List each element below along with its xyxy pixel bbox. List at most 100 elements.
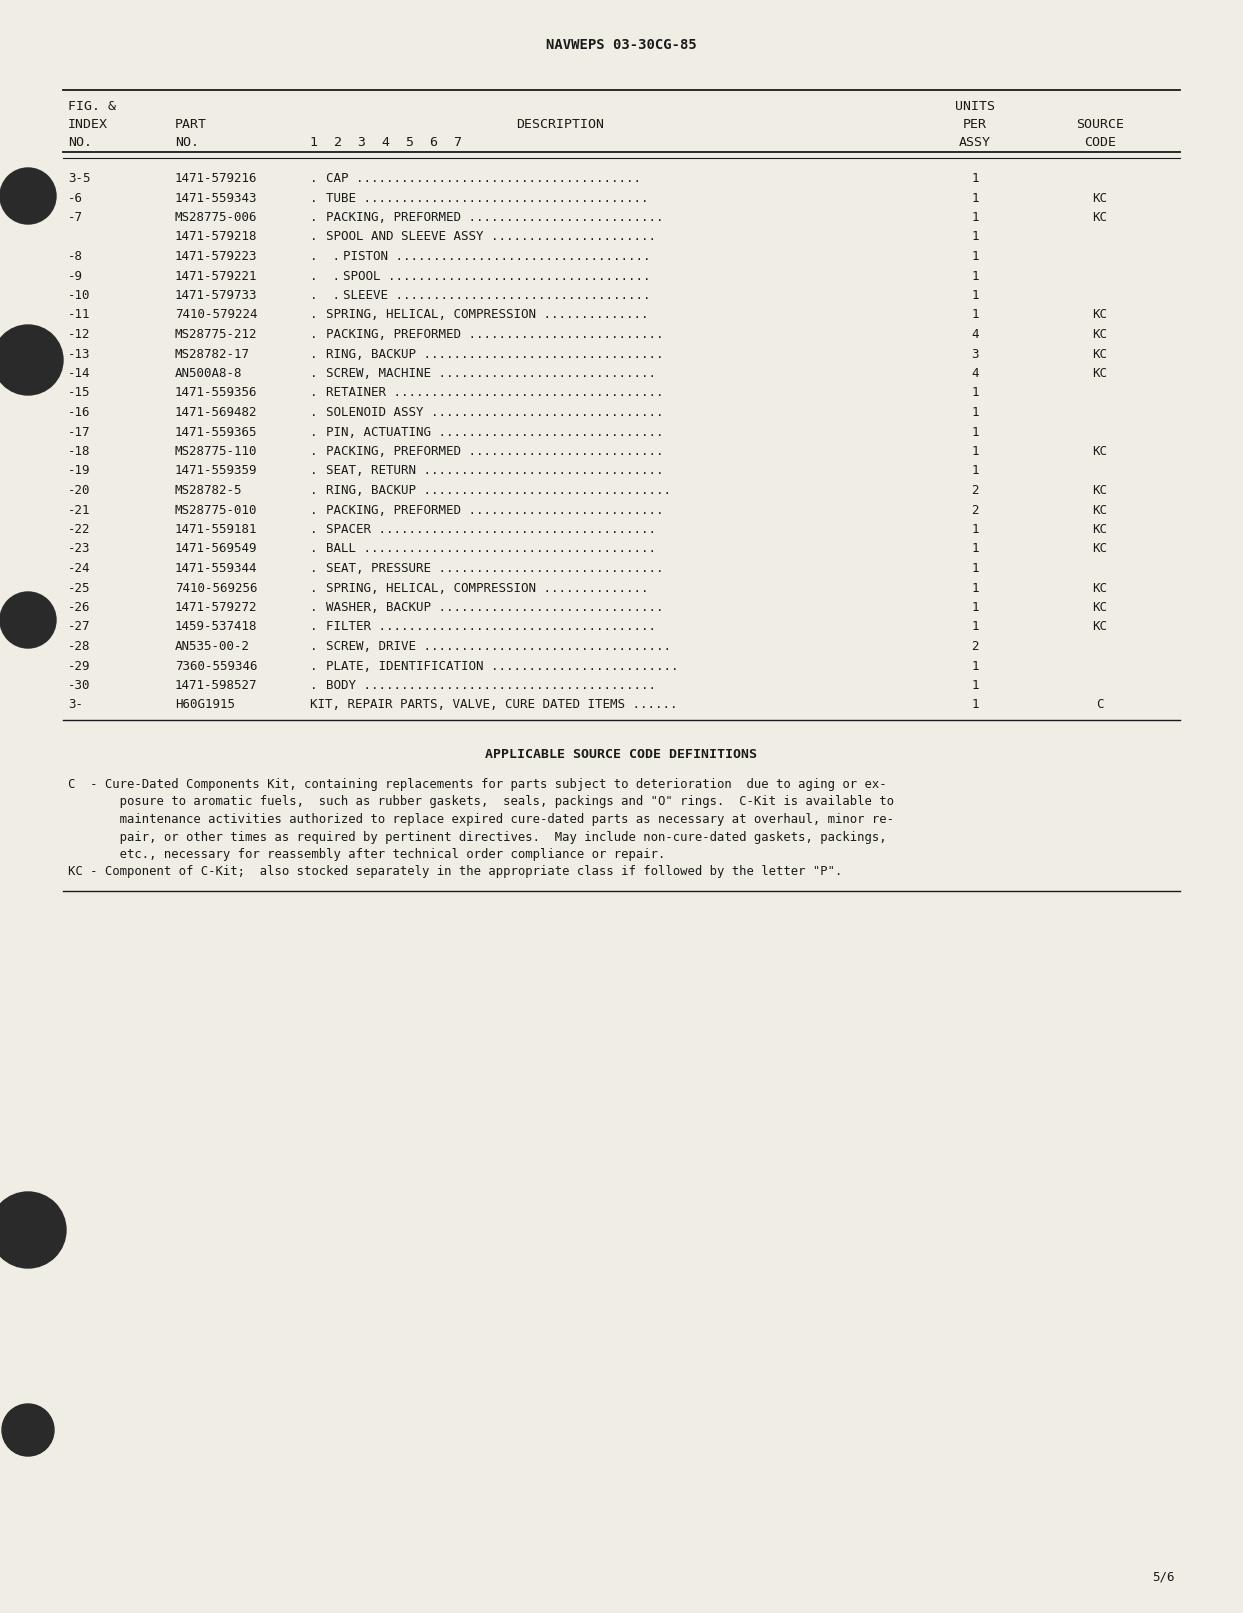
Text: KC: KC (1093, 211, 1108, 224)
Text: 7360-559346: 7360-559346 (175, 660, 257, 673)
Text: -29: -29 (68, 660, 91, 673)
Text: SCREW, MACHINE .............................: SCREW, MACHINE .........................… (326, 368, 656, 381)
Text: UNITS: UNITS (955, 100, 994, 113)
Text: -26: -26 (68, 602, 91, 615)
Text: BALL .......................................: BALL ...................................… (326, 542, 656, 555)
Text: 1471-579223: 1471-579223 (175, 250, 257, 263)
Text: MS28782-17: MS28782-17 (175, 347, 250, 360)
Text: -21: -21 (68, 503, 91, 516)
Text: MS28782-5: MS28782-5 (175, 484, 242, 497)
Text: SPACER .....................................: SPACER .................................… (326, 523, 656, 536)
Text: RING, BACKUP ................................: RING, BACKUP ...........................… (326, 347, 664, 360)
Text: 1: 1 (971, 679, 978, 692)
Text: 1471-569549: 1471-569549 (175, 542, 257, 555)
Text: 2: 2 (971, 503, 978, 516)
Text: maintenance activities authorized to replace expired cure-dated parts as necessa: maintenance activities authorized to rep… (68, 813, 894, 826)
Text: KC: KC (1093, 621, 1108, 634)
Text: 1471-579216: 1471-579216 (175, 173, 257, 185)
Text: PACKING, PREFORMED ..........................: PACKING, PREFORMED .....................… (326, 327, 664, 340)
Text: 1: 1 (971, 523, 978, 536)
Text: SOURCE: SOURCE (1076, 118, 1124, 131)
Text: 1471-559181: 1471-559181 (175, 523, 257, 536)
Text: 3: 3 (971, 347, 978, 360)
Text: KC - Component of C-Kit;  also stocked separately in the appropriate class if fo: KC - Component of C-Kit; also stocked se… (68, 866, 843, 879)
Text: .: . (310, 660, 332, 673)
Text: 1471-559343: 1471-559343 (175, 192, 257, 205)
Text: SPRING, HELICAL, COMPRESSION ..............: SPRING, HELICAL, COMPRESSION ...........… (326, 582, 649, 595)
Text: KC: KC (1093, 192, 1108, 205)
Text: 1: 1 (971, 426, 978, 439)
Text: KC: KC (1093, 368, 1108, 381)
Text: MS28775-110: MS28775-110 (175, 445, 257, 458)
Text: -16: -16 (68, 406, 91, 419)
Text: PACKING, PREFORMED ..........................: PACKING, PREFORMED .....................… (326, 445, 664, 458)
Text: .: . (310, 327, 332, 340)
Text: .: . (310, 484, 332, 497)
Text: 1  2  3  4  5  6  7: 1 2 3 4 5 6 7 (310, 135, 462, 148)
Text: H60G1915: H60G1915 (175, 698, 235, 711)
Text: ASSY: ASSY (960, 135, 991, 148)
Text: posure to aromatic fuels,  such as rubber gaskets,  seals, packings and "O" ring: posure to aromatic fuels, such as rubber… (68, 795, 894, 808)
Text: .: . (310, 308, 332, 321)
Text: C  - Cure-Dated Components Kit, containing replacements for parts subject to det: C - Cure-Dated Components Kit, containin… (68, 777, 886, 790)
Text: SPRING, HELICAL, COMPRESSION ..............: SPRING, HELICAL, COMPRESSION ...........… (326, 308, 649, 321)
Text: SEAT, RETURN ................................: SEAT, RETURN ...........................… (326, 465, 664, 477)
Text: -18: -18 (68, 445, 91, 458)
Text: -27: -27 (68, 621, 91, 634)
Text: pair, or other times as required by pertinent directives.  May include non-cure-: pair, or other times as required by pert… (68, 831, 886, 844)
Text: SLEEVE ..................................: SLEEVE .................................… (343, 289, 650, 302)
Text: FIG. &: FIG. & (68, 100, 116, 113)
Text: RING, BACKUP .................................: RING, BACKUP ...........................… (326, 484, 671, 497)
Text: PIN, ACTUATING ..............................: PIN, ACTUATING .........................… (326, 426, 664, 439)
Text: 1471-559365: 1471-559365 (175, 426, 257, 439)
Text: INDEX: INDEX (68, 118, 108, 131)
Text: -22: -22 (68, 523, 91, 536)
Text: KC: KC (1093, 308, 1108, 321)
Text: CAP ......................................: CAP ....................................… (326, 173, 641, 185)
Text: PACKING, PREFORMED ..........................: PACKING, PREFORMED .....................… (326, 503, 664, 516)
Text: .: . (310, 368, 332, 381)
Text: SPOOL ...................................: SPOOL ..................................… (343, 269, 650, 282)
Ellipse shape (2, 1403, 53, 1457)
Text: 1: 1 (971, 406, 978, 419)
Text: -28: -28 (68, 640, 91, 653)
Text: DESCRIPTION: DESCRIPTION (516, 118, 604, 131)
Text: 1: 1 (971, 211, 978, 224)
Text: 1: 1 (971, 582, 978, 595)
Text: -8: -8 (68, 250, 83, 263)
Text: 1471-569482: 1471-569482 (175, 406, 257, 419)
Text: SPOOL AND SLEEVE ASSY ......................: SPOOL AND SLEEVE ASSY ..................… (326, 231, 656, 244)
Text: 1471-559359: 1471-559359 (175, 465, 257, 477)
Text: NO.: NO. (68, 135, 92, 148)
Text: -17: -17 (68, 426, 91, 439)
Text: -13: -13 (68, 347, 91, 360)
Text: BODY .......................................: BODY ...................................… (326, 679, 656, 692)
Text: .: . (310, 347, 332, 360)
Ellipse shape (0, 324, 63, 395)
Text: MS28775-010: MS28775-010 (175, 503, 257, 516)
Text: TUBE ......................................: TUBE ...................................… (326, 192, 649, 205)
Text: .: . (310, 211, 332, 224)
Text: 1: 1 (971, 289, 978, 302)
Text: .: . (310, 561, 332, 574)
Text: -24: -24 (68, 561, 91, 574)
Text: -9: -9 (68, 269, 83, 282)
Text: SEAT, PRESSURE ..............................: SEAT, PRESSURE .........................… (326, 561, 664, 574)
Text: etc., necessary for reassembly after technical order compliance or repair.: etc., necessary for reassembly after tec… (68, 848, 665, 861)
Text: 1: 1 (971, 465, 978, 477)
Text: -14: -14 (68, 368, 91, 381)
Text: MS28775-006: MS28775-006 (175, 211, 257, 224)
Text: AN535-00-2: AN535-00-2 (175, 640, 250, 653)
Text: PART: PART (175, 118, 208, 131)
Text: 1471-579733: 1471-579733 (175, 289, 257, 302)
Text: KC: KC (1093, 542, 1108, 555)
Text: 1471-559356: 1471-559356 (175, 387, 257, 400)
Text: 1: 1 (971, 445, 978, 458)
Text: 1471-559344: 1471-559344 (175, 561, 257, 574)
Text: NAVWEPS 03-30CG-85: NAVWEPS 03-30CG-85 (546, 39, 697, 52)
Text: 1: 1 (971, 192, 978, 205)
Text: .: . (310, 503, 332, 516)
Text: KC: KC (1093, 602, 1108, 615)
Text: CODE: CODE (1084, 135, 1116, 148)
Text: 5/6: 5/6 (1152, 1569, 1175, 1582)
